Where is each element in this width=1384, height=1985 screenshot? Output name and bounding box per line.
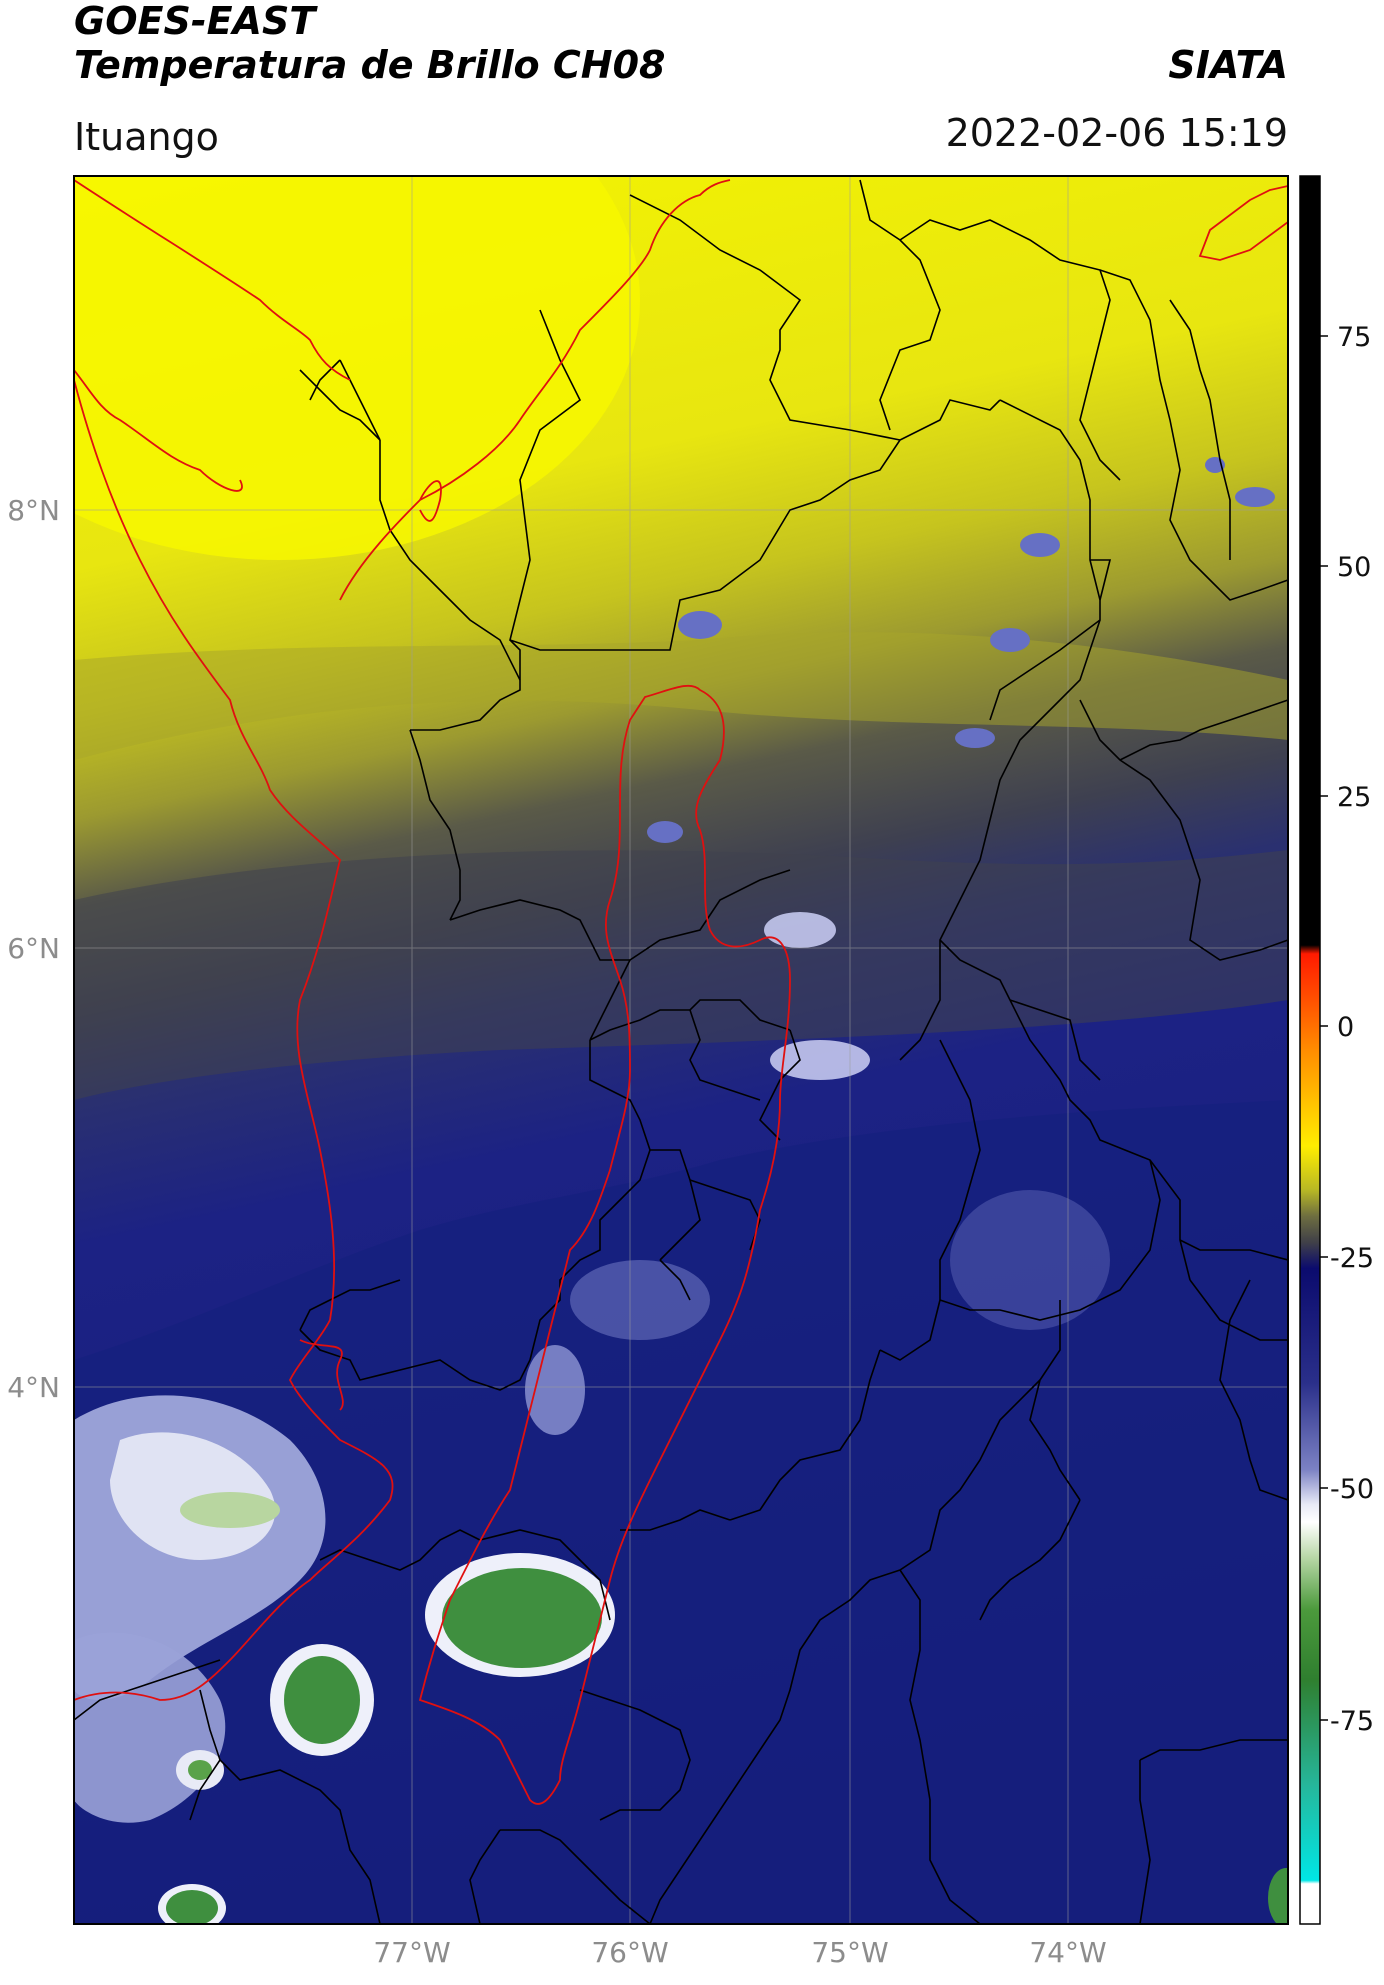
brightness-temperature-field <box>74 176 1288 1924</box>
colorbar-tick-50: 50 <box>1337 552 1371 583</box>
colorbar-tick-minus50: -50 <box>1330 1474 1374 1505</box>
lon-label-74w: 74°W <box>1029 1936 1106 1969</box>
colorbar-ticks <box>1320 335 1328 1721</box>
map-frame <box>73 175 1289 1925</box>
lat-label-8n: 8°N <box>7 494 60 527</box>
title-satellite: GOES-EAST <box>74 0 316 43</box>
lon-label-77w: 77°W <box>373 1936 450 1969</box>
colorbar-tick-0: 0 <box>1337 1012 1354 1043</box>
lat-label-6n: 6°N <box>7 932 60 965</box>
title-product: Temperatura de Brillo CH08 <box>74 43 666 87</box>
region-outline <box>74 179 1288 1805</box>
colorbar-tick-minus75: -75 <box>1330 1706 1374 1737</box>
colorbar-tick-75: 75 <box>1337 322 1371 353</box>
timestamp-label: 2022-02-06 15:19 <box>945 111 1288 155</box>
lon-label-75w: 75°W <box>811 1936 888 1969</box>
lon-label-76w: 76°W <box>591 1936 668 1969</box>
colorbar-frame <box>1299 175 1321 1925</box>
graticule <box>74 176 1288 1924</box>
colorbar-tick-25: 25 <box>1337 782 1371 813</box>
colorbar <box>1300 176 1320 1924</box>
lat-label-4n: 4°N <box>7 1371 60 1404</box>
colorbar-tick-minus25: -25 <box>1330 1243 1374 1274</box>
admin-boundaries <box>74 179 1288 1924</box>
brand-label: SIATA <box>1168 43 1288 87</box>
location-label: Ituango <box>74 115 219 159</box>
